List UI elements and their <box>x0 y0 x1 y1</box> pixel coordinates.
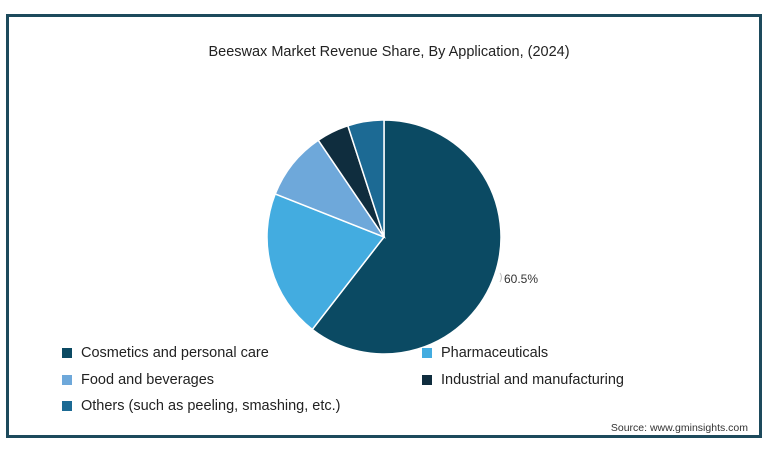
legend-label: Pharmaceuticals <box>441 345 549 361</box>
legend-item-others: Others (such as peeling, smashing, etc.) <box>62 398 341 414</box>
legend-label: Cosmetics and personal care <box>81 345 269 361</box>
chart-title: Beeswax Market Revenue Share, By Applica… <box>208 44 570 60</box>
legend-item-pharmaceuticals: Pharmaceuticals <box>422 345 548 361</box>
legend-item-cosmetics: Cosmetics and personal care <box>62 345 269 361</box>
legend-swatch <box>422 348 432 358</box>
legend-label: Food and beverages <box>81 372 215 388</box>
pie-slice-1 <box>266 192 386 331</box>
pie-slice-4 <box>346 119 385 238</box>
legend-label: Others (such as peeling, smashing, etc.) <box>81 398 341 414</box>
legend-label: Industrial and manufacturing <box>441 372 624 388</box>
legend-swatch <box>62 401 72 411</box>
data-label-0: 60.5% <box>504 272 538 286</box>
source-note: Source: www.gminsights.com <box>610 422 748 434</box>
pie-slice-0 <box>311 119 502 355</box>
legend-swatch <box>62 375 72 385</box>
legend-item-industrial: Industrial and manufacturing <box>422 372 624 388</box>
legend-swatch <box>422 375 432 385</box>
legend-swatch <box>62 348 72 358</box>
legend-item-food: Food and beverages <box>62 372 214 388</box>
data-label-leader <box>499 272 502 283</box>
